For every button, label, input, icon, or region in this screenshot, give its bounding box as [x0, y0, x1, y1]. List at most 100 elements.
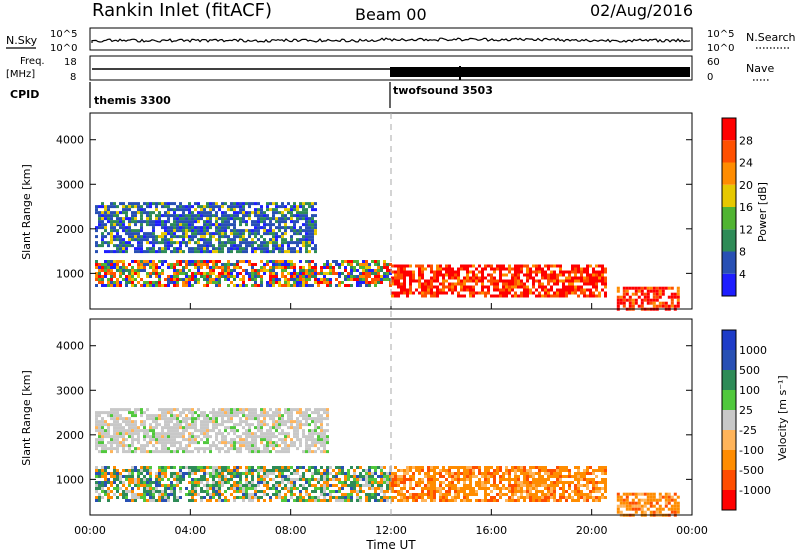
power-cell: [508, 270, 511, 274]
power-cell: [116, 260, 119, 263]
velocity-cell: [287, 411, 290, 415]
power-cell: [664, 286, 668, 290]
velocity-cell: [514, 481, 517, 484]
power-cell: [601, 267, 604, 271]
velocity-colorbar-tick: -500: [739, 464, 764, 477]
velocity-cell: [284, 420, 287, 424]
power-cell: [592, 291, 595, 295]
power-cell: [257, 247, 260, 251]
power-cell: [254, 284, 257, 287]
power-cell: [263, 232, 266, 236]
velocity-cell: [484, 487, 487, 490]
power-cell: [185, 235, 188, 239]
power-cell: [212, 263, 215, 266]
power-cell: [230, 281, 233, 284]
velocity-cell: [107, 481, 110, 484]
power-cell: [409, 288, 412, 292]
velocity-cell: [110, 423, 113, 427]
velocity-cell: [496, 484, 499, 487]
velocity-cell: [248, 426, 251, 430]
velocity-cell: [119, 478, 122, 481]
velocity-cell: [278, 493, 281, 496]
power-cell: [478, 270, 481, 274]
power-cell: [269, 260, 272, 263]
power-cell: [487, 264, 490, 268]
power-cell: [242, 232, 245, 236]
velocity-cell: [206, 438, 209, 442]
power-cell: [236, 235, 239, 239]
power-cell: [239, 241, 242, 245]
power-cell: [101, 232, 104, 236]
power-cell: [365, 263, 368, 266]
power-cell: [170, 208, 173, 212]
power-cell: [260, 275, 263, 278]
velocity-cell: [281, 481, 284, 484]
velocity-cell: [161, 484, 164, 487]
velocity-cell: [245, 429, 248, 433]
power-cell: [368, 269, 371, 272]
power-cell: [236, 211, 239, 215]
velocity-cell: [200, 420, 203, 424]
velocity-heatmap: [95, 408, 680, 517]
power-cell: [430, 270, 433, 274]
velocity-cell: [206, 420, 209, 424]
power-cell: [134, 214, 137, 218]
power-cell: [107, 208, 110, 212]
power-cell: [212, 250, 215, 254]
power-cell: [586, 270, 589, 274]
velocity-cell: [260, 490, 263, 493]
power-cell: [176, 263, 179, 266]
power-cell: [481, 276, 484, 280]
power-cell: [155, 217, 158, 221]
velocity-cell: [400, 499, 403, 502]
power-cell: [371, 269, 374, 272]
power-cell: [664, 304, 668, 308]
power-cell: [155, 266, 158, 269]
velocity-cell: [400, 493, 403, 496]
velocity-cell: [182, 447, 185, 451]
velocity-cell: [487, 487, 490, 490]
velocity-cell: [176, 450, 179, 454]
power-cell: [131, 229, 134, 233]
velocity-cell: [206, 417, 209, 421]
power-colorbar-swatch: [722, 273, 736, 296]
velocity-cell: [209, 493, 212, 496]
velocity-cell: [251, 438, 254, 442]
power-cell: [251, 220, 254, 224]
power-cell: [601, 273, 604, 277]
power-cell: [272, 278, 275, 281]
velocity-cell: [218, 466, 221, 469]
velocity-cell: [314, 472, 317, 475]
velocity-cell: [344, 472, 347, 475]
power-cell: [574, 291, 577, 295]
velocity-cell: [574, 493, 577, 496]
power-cell: [547, 264, 550, 268]
power-cell: [248, 217, 251, 221]
power-cell: [347, 260, 350, 263]
velocity-cell: [116, 472, 119, 475]
velocity-cell: [128, 411, 131, 415]
velocity-cell: [457, 496, 460, 499]
velocity-cell: [233, 469, 236, 472]
velocity-cell: [436, 490, 439, 493]
velocity-cell: [362, 478, 365, 481]
velocity-cell: [143, 490, 146, 493]
power-cell: [200, 250, 203, 254]
power-cell: [595, 270, 598, 274]
power-cell: [562, 291, 565, 295]
velocity-cell: [278, 481, 281, 484]
velocity-cell: [403, 496, 406, 499]
power-cell: [248, 263, 251, 266]
velocity-cell: [98, 499, 101, 502]
power-cell: [179, 205, 182, 209]
velocity-cell: [646, 501, 650, 505]
power-cell: [403, 267, 406, 271]
velocity-cell: [305, 408, 308, 412]
power-cell: [113, 250, 116, 254]
velocity-cell: [149, 490, 152, 493]
velocity-cell: [308, 493, 311, 496]
velocity-cell: [427, 475, 430, 478]
power-cell: [221, 266, 224, 269]
velocity-cell: [209, 472, 212, 475]
power-cell: [206, 202, 209, 206]
